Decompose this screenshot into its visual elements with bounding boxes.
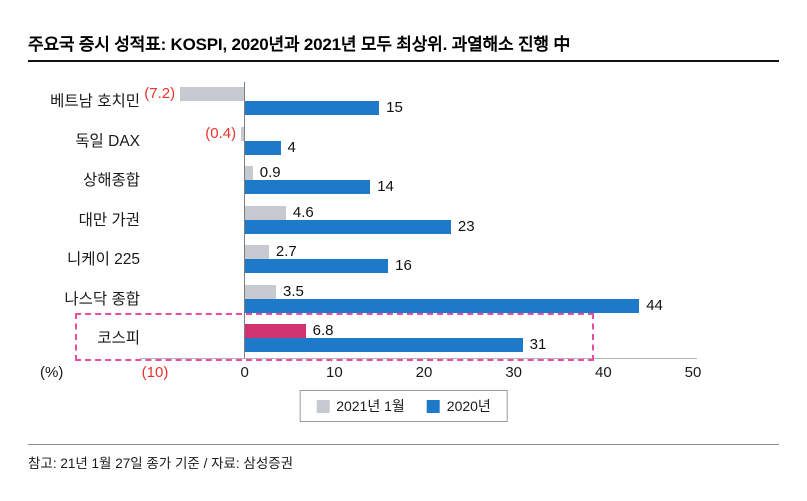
bar-2021-jan [244,324,306,338]
value-label: 31 [529,336,547,353]
x-axis-unit-label: (%) [40,364,64,381]
value-label: 3.5 [283,282,304,300]
value-label: 4 [287,138,296,156]
value-label: 2.7 [275,243,297,260]
source-note: 참고: 21년 1월 27일 종가 기준 / 자료: 삼성증권 [28,456,294,471]
value-label: 14 [377,178,394,195]
bar-2020 [244,101,380,115]
x-tick-label: 20 [415,364,433,381]
x-tick-label: 0 [240,364,249,381]
value-label: 6.8 [312,322,334,339]
value-label: (0.4) [205,124,237,142]
bar-2020 [244,219,451,234]
bar-2021-jan [244,166,253,180]
x-tick-label: 40 [594,364,612,381]
category-label: 독일 DAX [75,132,140,150]
legend-swatch [426,399,440,413]
bar-2020 [244,180,371,194]
legend-label: 2021년 1월 [336,398,405,414]
x-tick-label: (10) [141,364,169,381]
bar-2020 [244,259,389,273]
title-divider [28,60,779,62]
bar-2020 [244,338,523,352]
value-label: 23 [457,217,475,235]
footer-divider [28,444,779,445]
kospi-highlight-box [75,313,594,361]
category-label: 코스피 [97,330,140,347]
bar-2021-jan [244,205,286,220]
category-label: 니케이 225 [67,251,140,268]
bar-2021-jan [244,245,269,259]
x-tick-label: 10 [325,364,343,381]
legend: 2021년 1월 2020년 [299,390,508,422]
x-tick-label: 30 [505,364,522,381]
category-label: 상해종합 [82,172,140,189]
value-label: 0.9 [259,164,281,181]
value-label: 44 [646,296,663,314]
chart-title: 주요국 증시 성적표: KOSPI, 2020년과 2021년 모두 최상위. … [28,35,571,54]
bar-2020 [244,140,281,155]
legend-swatch [316,399,330,413]
zero-axis-line [244,82,246,359]
legend-item: 2020년 [426,396,491,416]
category-label: 대만 가권 [78,211,140,229]
bar-2021-jan [244,284,277,299]
category-label: 나스닥 종합 [64,290,140,308]
bar-2021-jan [180,87,245,101]
legend-item: 2021년 1월 [316,396,405,416]
value-label: 15 [386,99,403,116]
category-label: 베트남 호치민 [50,93,140,110]
legend-label: 2020년 [446,398,491,414]
x-tick-label: 50 [684,364,702,381]
value-label: 16 [395,257,412,274]
x-axis-line [140,358,697,359]
value-label: 4.6 [292,203,314,221]
bar-2020 [244,298,640,313]
bar-2021-jan [241,126,245,141]
value-label: (7.2) [144,85,176,102]
